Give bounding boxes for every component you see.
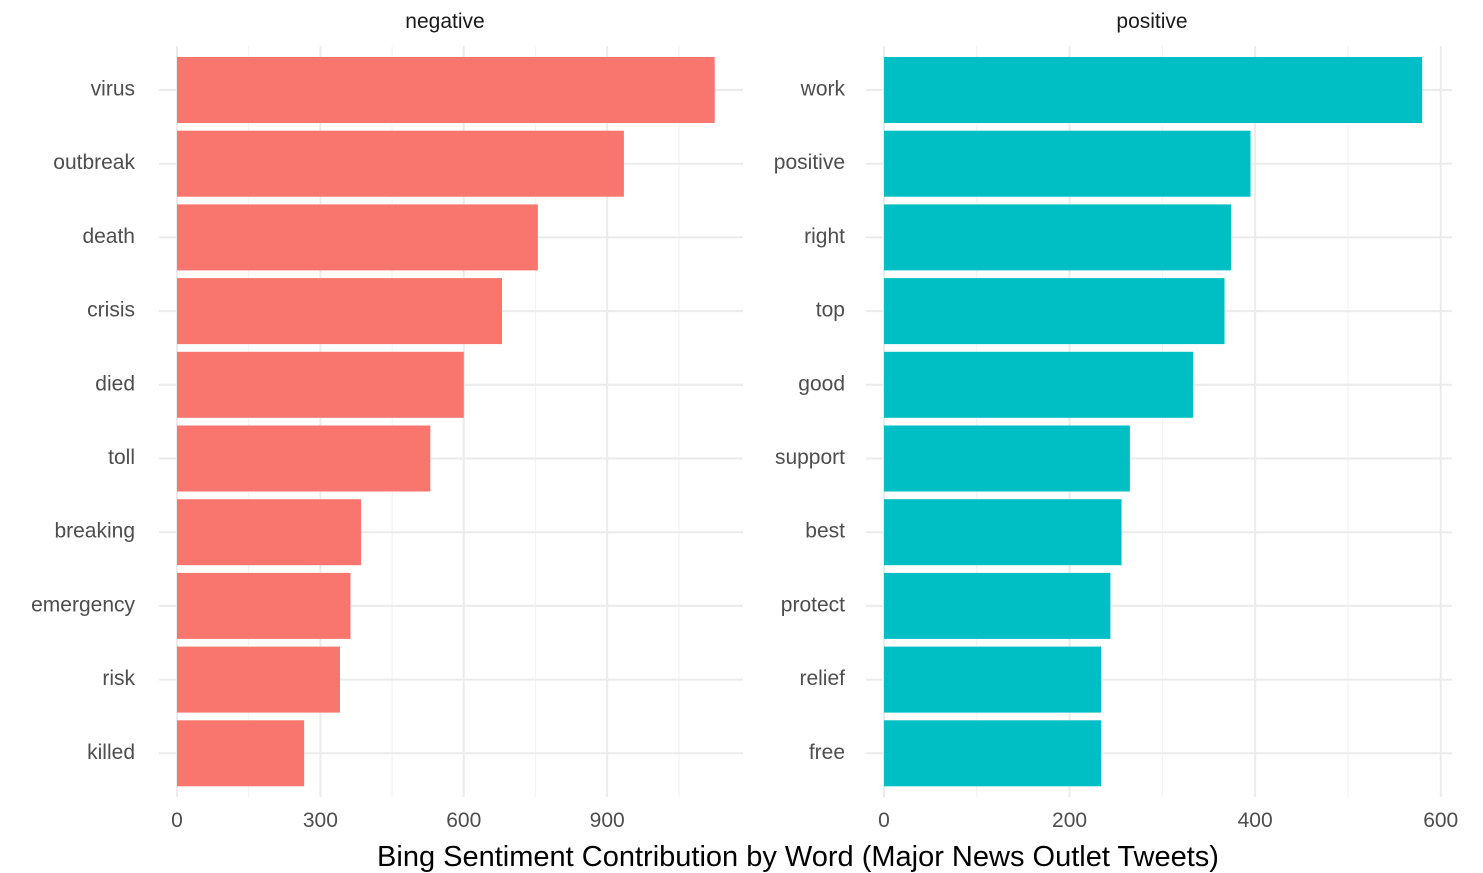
- bar-support: [884, 425, 1130, 492]
- bar-free: [884, 720, 1102, 787]
- x-tick-label: 400: [1238, 809, 1273, 832]
- bar-best: [884, 499, 1122, 566]
- category-label-emergency: emergency: [31, 593, 135, 616]
- category-label-good: good: [798, 372, 845, 395]
- facet-label-negative: negative: [405, 10, 484, 33]
- bar-good: [884, 351, 1193, 418]
- category-label-died: died: [95, 372, 135, 395]
- bar-risk: [177, 646, 340, 713]
- panel-negative: virus outbreak death crisis died toll breaking…: [31, 10, 743, 832]
- category-label-top: top: [816, 299, 845, 322]
- category-label-death: death: [82, 225, 135, 248]
- x-tick-label: 600: [1423, 809, 1458, 832]
- bar-virus: [177, 57, 715, 123]
- category-label-breaking: breaking: [54, 520, 135, 543]
- bar-top: [884, 278, 1225, 345]
- bar-positive: [884, 130, 1251, 197]
- bar-death: [177, 204, 538, 271]
- bar-emergency: [177, 572, 351, 639]
- category-label-toll: toll: [108, 446, 135, 469]
- x-tick-label: 0: [171, 809, 183, 832]
- category-label-killed: killed: [87, 741, 135, 764]
- bar-relief: [884, 646, 1102, 713]
- category-label-relief: relief: [799, 667, 845, 690]
- chart-panels: virus outbreak death crisis died toll breaking…: [31, 10, 1458, 832]
- facet-label-positive: positive: [1116, 10, 1187, 33]
- category-label-protect: protect: [781, 593, 845, 616]
- x-tick-label: 600: [446, 809, 481, 832]
- bar-killed: [177, 720, 305, 787]
- category-label-crisis: crisis: [87, 299, 135, 322]
- x-tick-label: 0: [878, 809, 890, 832]
- category-label-right: right: [804, 225, 845, 248]
- x-tick-label: 200: [1052, 809, 1087, 832]
- category-label-support: support: [775, 446, 845, 469]
- x-tick-label: 900: [590, 809, 625, 832]
- bar-outbreak: [177, 130, 624, 197]
- category-label-work: work: [800, 78, 846, 101]
- bar-breaking: [177, 499, 362, 566]
- bar-died: [177, 351, 464, 418]
- bar-toll: [177, 425, 431, 492]
- category-label-free: free: [809, 741, 845, 764]
- category-label-virus: virus: [91, 78, 135, 101]
- panel-positive: work positive right top good support best prote…: [774, 10, 1458, 832]
- category-label-positive: positive: [774, 151, 845, 174]
- bar-work: [884, 57, 1423, 123]
- bar-protect: [884, 572, 1111, 639]
- category-label-outbreak: outbreak: [53, 151, 135, 174]
- bar-crisis: [177, 278, 503, 345]
- x-tick-label: 300: [303, 809, 338, 832]
- bar-right: [884, 204, 1232, 271]
- category-label-risk: risk: [102, 667, 135, 690]
- category-label-best: best: [805, 520, 845, 543]
- x-axis-title: Bing Sentiment Contribution by Word (Maj…: [377, 841, 1219, 873]
